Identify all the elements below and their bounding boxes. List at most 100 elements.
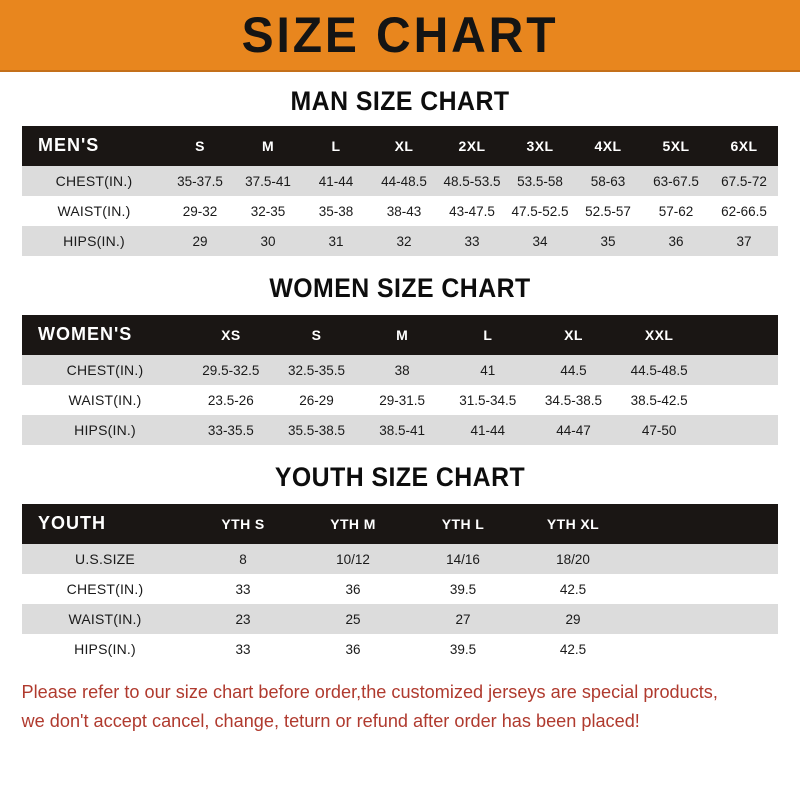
man-row-label-chest: CHEST(IN.) [22, 166, 166, 196]
table-cell: 18/20 [518, 544, 628, 574]
table-cell: 32.5-35.5 [273, 355, 360, 385]
table-cell: 38-43 [370, 196, 438, 226]
table-row: WAIST(IN.) 29-32 32-35 35-38 38-43 43-47… [22, 196, 778, 226]
table-cell: 23 [188, 604, 298, 634]
table-cell: 41 [444, 355, 531, 385]
youth-row-label-waist: WAIST(IN.) [22, 604, 188, 634]
man-col-header-3xl: 3XL [526, 137, 554, 154]
man-col-header-6xl: 6XL [730, 137, 758, 154]
table-cell: 14/16 [408, 544, 518, 574]
table-cell: 35.5-38.5 [273, 415, 360, 445]
youth-col-header-l: YTH L [441, 515, 485, 532]
women-col-header-s: S [311, 326, 322, 343]
table-row: CHEST(IN.) 29.5-32.5 32.5-35.5 38 41 44.… [22, 355, 778, 385]
table-cell: 48.5-53.5 [438, 166, 506, 196]
table-cell: 33-35.5 [188, 415, 274, 445]
table-cell: 32-35 [234, 196, 302, 226]
table-row: HIPS(IN.) 29 30 31 32 33 34 35 36 37 [22, 226, 778, 256]
women-size-table: WOMEN'S XS S M L XL XXL CHEST(IN.) 29.5-… [22, 315, 778, 445]
man-table-header: MEN'S S M L XL 2XL 3XL 4XL 5XL 6XL [22, 126, 778, 166]
table-cell: 25 [298, 604, 408, 634]
table-cell: 67.5-72 [710, 166, 778, 196]
table-cell: 47-50 [616, 415, 702, 445]
table-row: U.S.SIZE 8 10/12 14/16 18/20 [22, 544, 778, 574]
table-cell: 44-47 [530, 415, 617, 445]
table-cell-spacer [628, 574, 778, 604]
table-cell: 38.5-41 [359, 415, 445, 445]
table-cell: 44-48.5 [370, 166, 438, 196]
table-cell: 26-29 [273, 385, 360, 415]
table-cell: 38.5-42.5 [616, 385, 702, 415]
table-row: WAIST(IN.) 23 25 27 29 [22, 604, 778, 634]
man-row-label-hips: HIPS(IN.) [22, 226, 166, 256]
women-corner-label: WOMEN'S [38, 324, 133, 344]
youth-row-label-us-size: U.S.SIZE [22, 544, 188, 574]
table-cell: 33 [188, 634, 298, 664]
page-title: SIZE CHART [241, 7, 559, 63]
table-header-row: MEN'S S M L XL 2XL 3XL 4XL 5XL 6XL [22, 126, 778, 166]
table-cell: 30 [234, 226, 302, 256]
table-cell-spacer [702, 385, 778, 415]
table-cell: 41-44 [302, 166, 370, 196]
table-cell-spacer [628, 544, 778, 574]
table-cell: 10/12 [298, 544, 408, 574]
table-cell: 31 [302, 226, 370, 256]
table-cell: 41-44 [444, 415, 531, 445]
women-row-label-hips: HIPS(IN.) [22, 415, 188, 445]
youth-col-header-m: YTH M [330, 515, 376, 532]
man-col-header-4xl: 4XL [594, 137, 622, 154]
table-cell-spacer [702, 355, 778, 385]
table-cell: 29 [166, 226, 234, 256]
table-cell: 35 [574, 226, 642, 256]
man-col-header-s: S [195, 137, 205, 154]
table-cell: 31.5-34.5 [444, 385, 531, 415]
women-col-header-xxl: XXL [644, 326, 674, 343]
page-banner: SIZE CHART [0, 0, 800, 72]
table-header-row: YOUTH YTH S YTH M YTH L YTH XL [22, 504, 778, 544]
women-table-header: WOMEN'S XS S M L XL XXL [22, 315, 778, 355]
table-cell: 39.5 [408, 574, 518, 604]
women-section-title: WOMEN SIZE CHART [269, 273, 531, 303]
table-cell: 37 [710, 226, 778, 256]
youth-corner-label: YOUTH [38, 513, 106, 533]
order-policy-note: Please refer to our size chart before or… [0, 678, 784, 735]
table-cell: 23.5-26 [188, 385, 274, 415]
man-size-table: MEN'S S M L XL 2XL 3XL 4XL 5XL 6XL CHEST… [22, 126, 778, 256]
man-table-body: CHEST(IN.) 35-37.5 37.5-41 41-44 44-48.5… [22, 166, 778, 256]
table-cell: 35-38 [302, 196, 370, 226]
table-cell: 53.5-58 [506, 166, 574, 196]
man-section-title: MAN SIZE CHART [290, 86, 510, 116]
order-policy-line-2: we don't accept cancel, change, teturn o… [21, 709, 640, 731]
table-cell: 34 [506, 226, 574, 256]
table-cell: 29 [518, 604, 628, 634]
table-cell-spacer [628, 604, 778, 634]
man-col-header-2xl: 2XL [458, 137, 486, 154]
table-row: CHEST(IN.) 35-37.5 37.5-41 41-44 44-48.5… [22, 166, 778, 196]
table-cell: 34.5-38.5 [530, 385, 617, 415]
table-cell: 44.5-48.5 [616, 355, 702, 385]
table-cell: 42.5 [518, 574, 628, 604]
table-cell: 29-32 [166, 196, 234, 226]
women-col-header-xs: XS [221, 326, 241, 343]
table-cell: 33 [188, 574, 298, 604]
man-corner-label: MEN'S [38, 135, 100, 155]
youth-col-header-xl: YTH XL [546, 515, 600, 532]
women-row-label-chest: CHEST(IN.) [22, 355, 188, 385]
table-cell: 36 [298, 574, 408, 604]
table-cell: 63-67.5 [642, 166, 710, 196]
youth-col-header-s: YTH S [221, 515, 265, 532]
women-row-label-waist: WAIST(IN.) [22, 385, 188, 415]
women-table-body: CHEST(IN.) 29.5-32.5 32.5-35.5 38 41 44.… [22, 355, 778, 445]
youth-table-body: U.S.SIZE 8 10/12 14/16 18/20 CHEST(IN.) … [22, 544, 778, 664]
table-cell: 62-66.5 [710, 196, 778, 226]
table-header-row: WOMEN'S XS S M L XL XXL [22, 315, 778, 355]
table-cell: 38 [359, 355, 445, 385]
youth-table-header: YOUTH YTH S YTH M YTH L YTH XL [22, 504, 778, 544]
table-row: CHEST(IN.) 33 36 39.5 42.5 [22, 574, 778, 604]
table-row: HIPS(IN.) 33-35.5 35.5-38.5 38.5-41 41-4… [22, 415, 778, 445]
women-col-header-l: L [483, 326, 493, 343]
table-cell: 57-62 [642, 196, 710, 226]
man-col-header-xl: XL [394, 137, 414, 154]
youth-row-label-hips: HIPS(IN.) [22, 634, 188, 664]
